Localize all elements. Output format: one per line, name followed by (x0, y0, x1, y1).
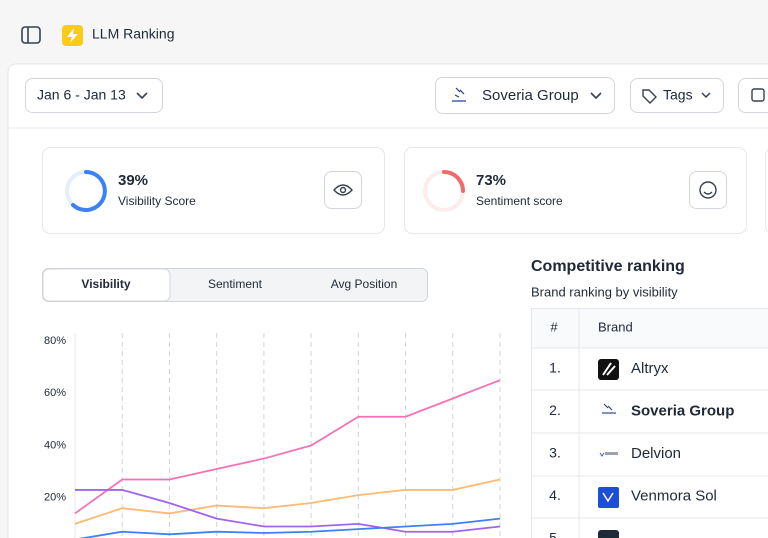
tab[interactable]: Avg Position (331, 277, 398, 291)
y-tick-label: 40% (44, 439, 66, 451)
brand-select[interactable]: Soveria Group (435, 77, 615, 114)
app-icon (62, 25, 83, 46)
brand-logo (598, 487, 619, 508)
page-title: LLM Ranking (92, 26, 175, 42)
brand: Venmora Sol (631, 487, 717, 504)
line-series (74, 478, 501, 525)
metric-label: Visibility Score (118, 194, 196, 208)
brand-logo (598, 359, 619, 380)
brand-name: Soveria Group (482, 87, 579, 104)
metric-card: 39% Visibility Score (42, 147, 385, 234)
ranking-subtitle: Brand ranking by visibility (531, 284, 678, 299)
line-series (75, 489, 501, 533)
column-header: Brand (598, 319, 633, 334)
rank: 1. (549, 360, 561, 376)
rank: 3. (549, 445, 561, 461)
y-tick-label: 20% (44, 492, 66, 504)
rank: 4. (549, 487, 561, 503)
tags-label: Tags (663, 87, 693, 103)
ranking-title: Competitive ranking (531, 258, 685, 275)
date-range: Jan 6 - Jan 13 (37, 87, 126, 103)
brand: Altryx (631, 360, 669, 377)
brand-logo (599, 452, 618, 457)
active-tab[interactable] (42, 268, 171, 302)
column-header: # (550, 319, 558, 334)
y-tick-label: 80% (44, 335, 66, 347)
line-series (78, 517, 501, 538)
row-dividers (532, 347, 768, 519)
sidebar-toggle[interactable] (21, 26, 41, 44)
metric-label: Sentiment score (476, 194, 563, 208)
y-tick-label: 60% (44, 387, 66, 399)
tab[interactable]: Sentiment (208, 277, 263, 291)
brand-logo (598, 530, 619, 538)
table-header (532, 309, 768, 348)
date-picker[interactable]: Jan 6 - Jan 13 (25, 78, 163, 113)
metric-card (765, 149, 768, 232)
brand-logo (602, 403, 616, 414)
rank: 2. (549, 402, 561, 418)
tags-select[interactable]: Tags (630, 78, 724, 113)
metric-value: 73% (476, 172, 506, 189)
brand: Soveria Group (631, 402, 734, 419)
model-select[interactable] (738, 78, 768, 113)
chart: 20% 40% 60% 80% (44, 333, 501, 538)
line-series (74, 379, 501, 515)
metric-value: 39% (118, 172, 148, 189)
brand: Delvion (631, 445, 681, 462)
rank: 5. (549, 530, 561, 538)
table-rows: 1. Altryx 2. Soveria Group 3. Delvion 4. Venmor… (549, 360, 734, 538)
tab[interactable]: Visibility (81, 277, 130, 291)
metric-card: 73% Sentiment score (404, 147, 747, 234)
